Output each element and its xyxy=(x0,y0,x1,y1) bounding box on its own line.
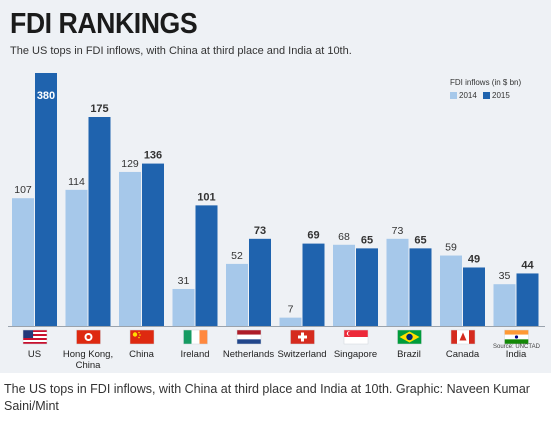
legend-title: FDI inflows (in $ bn) xyxy=(450,78,522,87)
singapore-flag-icon xyxy=(343,329,369,345)
ireland-flag-icon xyxy=(183,329,208,345)
bar-netherlands-2014 xyxy=(226,263,248,326)
bar-china-2014 xyxy=(119,171,141,326)
x-tick-label-hong-kong-china: Hong Kong, China xyxy=(63,349,113,371)
x-tick-label-singapore: Singapore xyxy=(334,349,377,360)
netherlands-flag-icon xyxy=(236,329,262,345)
india-flag-icon xyxy=(504,329,529,345)
chart-graphic: FDI RANKINGS The US tops in FDI inflows,… xyxy=(0,0,551,373)
value-label-canada-2015: 49 xyxy=(468,253,480,265)
bar-canada-2014 xyxy=(440,255,462,326)
bar-ireland-2015 xyxy=(195,205,218,326)
value-label-switzerland-2015: 69 xyxy=(307,230,319,242)
bar-chart: 107 380 US 114 175 Hong Kong, China 129 136 China… xyxy=(8,73,545,371)
value-label-brazil-2015: 65 xyxy=(414,234,426,246)
x-tick-label-brazil: Brazil xyxy=(397,349,421,360)
value-label-ireland-2014: 31 xyxy=(178,275,190,287)
value-label-us-2015: 380 xyxy=(37,90,55,102)
us-flag-icon xyxy=(22,329,48,345)
value-label-netherlands-2015: 73 xyxy=(254,225,266,237)
legend-swatch-2015 xyxy=(483,92,491,100)
x-tick-label-china: China xyxy=(129,349,155,360)
bar-canada-2015 xyxy=(463,267,485,326)
bar-hong-kong-china-2015 xyxy=(88,117,111,326)
x-tick-label-india: India xyxy=(506,349,527,360)
bar-singapore-2014 xyxy=(333,244,355,326)
x-tick-label-switzerland: Switzerland xyxy=(277,349,326,360)
value-label-ireland-2015: 101 xyxy=(197,191,215,203)
legend-label-2014: 2014 xyxy=(459,91,477,100)
value-label-switzerland-2014: 7 xyxy=(288,304,294,316)
china-flag-icon xyxy=(129,329,155,345)
value-label-china-2014: 129 xyxy=(121,158,139,170)
bar-hong-kong-china-2014 xyxy=(65,189,88,326)
legend-label-2015: 2015 xyxy=(492,91,510,100)
x-tick-label-us: US xyxy=(28,349,41,360)
value-label-us-2014: 107 xyxy=(14,184,32,196)
value-label-china-2015: 136 xyxy=(144,150,162,162)
legend-swatch-2014 xyxy=(450,92,457,100)
legend-item-2015: 2015 xyxy=(483,91,510,100)
x-tick-label-canada: Canada xyxy=(446,349,480,360)
value-label-hong-kong-china-2014: 114 xyxy=(68,176,85,188)
bar-singapore-2015 xyxy=(356,248,378,326)
value-label-india-2015: 44 xyxy=(521,259,534,271)
bar-india-2015 xyxy=(516,273,539,326)
x-tick-label-netherlands: Netherlands xyxy=(223,349,274,360)
bar-netherlands-2015 xyxy=(249,238,271,326)
bar-brazil-2015 xyxy=(409,248,432,326)
value-label-hong-kong-china-2015: 175 xyxy=(90,103,108,115)
bar-india-2014 xyxy=(493,284,516,326)
switzerland-flag-icon xyxy=(290,329,315,345)
bar-china-2015 xyxy=(142,163,164,326)
source-note: Source: UNCTAD xyxy=(493,344,540,350)
canada-flag-icon xyxy=(450,329,476,345)
image-caption: The US tops in FDI inflows, with China a… xyxy=(4,382,530,413)
bar-us-2015 xyxy=(35,73,57,326)
bar-switzerland-2015 xyxy=(302,243,325,326)
legend-item-2014: 2014 xyxy=(450,91,477,100)
bar-brazil-2014 xyxy=(386,238,409,326)
value-label-netherlands-2014: 52 xyxy=(231,250,243,262)
chart-legend: FDI inflows (in $ bn) 2014 2015 xyxy=(450,78,546,100)
value-label-singapore-2014: 68 xyxy=(338,231,350,243)
chart-title: FDI RANKINGS xyxy=(10,8,198,40)
bar-us-2014 xyxy=(12,198,34,326)
bar-ireland-2014 xyxy=(172,288,195,326)
value-label-brazil-2014: 73 xyxy=(392,225,404,237)
value-label-singapore-2015: 65 xyxy=(361,234,373,246)
x-tick-label-ireland: Ireland xyxy=(180,349,209,360)
bar-switzerland-2014 xyxy=(279,317,302,326)
chart-subtitle: The US tops in FDI inflows, with China a… xyxy=(10,45,352,57)
value-label-canada-2014: 59 xyxy=(445,242,457,254)
value-label-india-2014: 35 xyxy=(499,270,511,282)
brazil-flag-icon xyxy=(397,329,422,345)
hong-kong-flag-icon xyxy=(76,329,101,345)
